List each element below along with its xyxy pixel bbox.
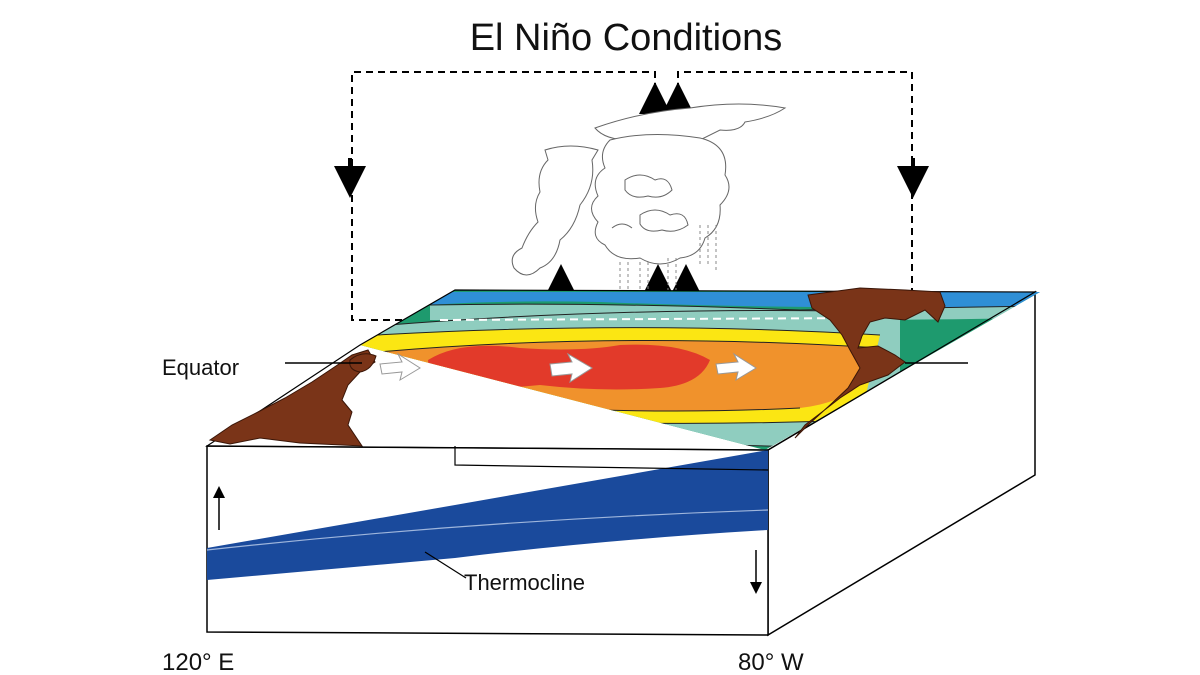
south-america-coast xyxy=(794,287,946,439)
cloud-puff-2 xyxy=(639,209,689,232)
current-arrow-west xyxy=(379,352,421,382)
convective-clouds xyxy=(511,103,787,276)
longitude-label-east: 80° W xyxy=(738,649,804,675)
thermocline-label: Thermocline xyxy=(464,570,585,595)
surface-current-arrows xyxy=(379,352,757,384)
cloud-puff-1 xyxy=(624,174,673,198)
west-island xyxy=(349,353,377,373)
equator-dashed-line xyxy=(439,317,881,321)
rain-streaks xyxy=(619,225,717,290)
warm-water-layer xyxy=(207,450,768,580)
diagram-title: El Niño Conditions xyxy=(470,17,783,59)
current-arrow-east xyxy=(715,352,757,382)
east-circulation-cell xyxy=(677,71,913,321)
anvil-cloud-top xyxy=(594,103,787,141)
cloud-puff-3 xyxy=(611,223,633,229)
front-face-inner-edge xyxy=(454,446,769,471)
large-cloud-tower xyxy=(591,133,730,265)
small-cloud-tower xyxy=(511,145,599,276)
equator-label: Equator xyxy=(162,355,239,380)
walker-circulation xyxy=(351,71,913,321)
current-arrow-center xyxy=(549,352,593,384)
west-circulation-cell xyxy=(351,71,656,321)
thermocline-leader-line xyxy=(424,551,467,579)
longitude-label-west: 120° E xyxy=(162,649,234,675)
land-masses xyxy=(208,287,946,447)
thermocline-line xyxy=(206,509,769,551)
